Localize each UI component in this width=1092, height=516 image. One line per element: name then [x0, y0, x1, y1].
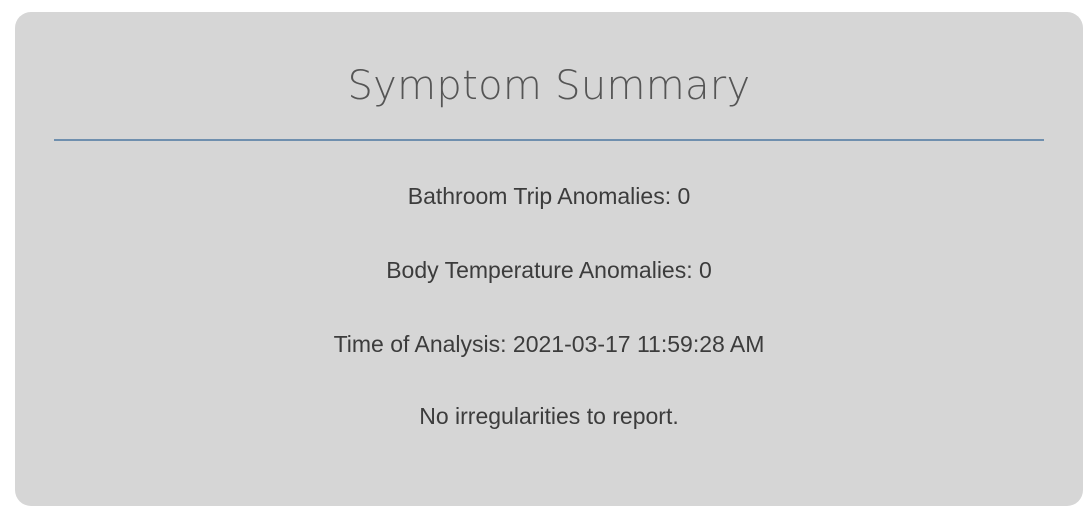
status-message-text: No irregularities to report.	[419, 403, 679, 429]
title-divider	[54, 139, 1044, 141]
time-of-analysis-text: Time of Analysis: 2021-03-17 11:59:28 AM	[333, 331, 765, 357]
body-temperature-anomalies-text: Body Temperature Anomalies: 0	[386, 257, 712, 283]
card-title: Symptom Summary	[347, 63, 751, 109]
symptom-summary-card: Symptom Summary Bathroom Trip Anomalies:…	[15, 12, 1083, 506]
bathroom-trip-anomalies-text: Bathroom Trip Anomalies: 0	[407, 183, 691, 209]
